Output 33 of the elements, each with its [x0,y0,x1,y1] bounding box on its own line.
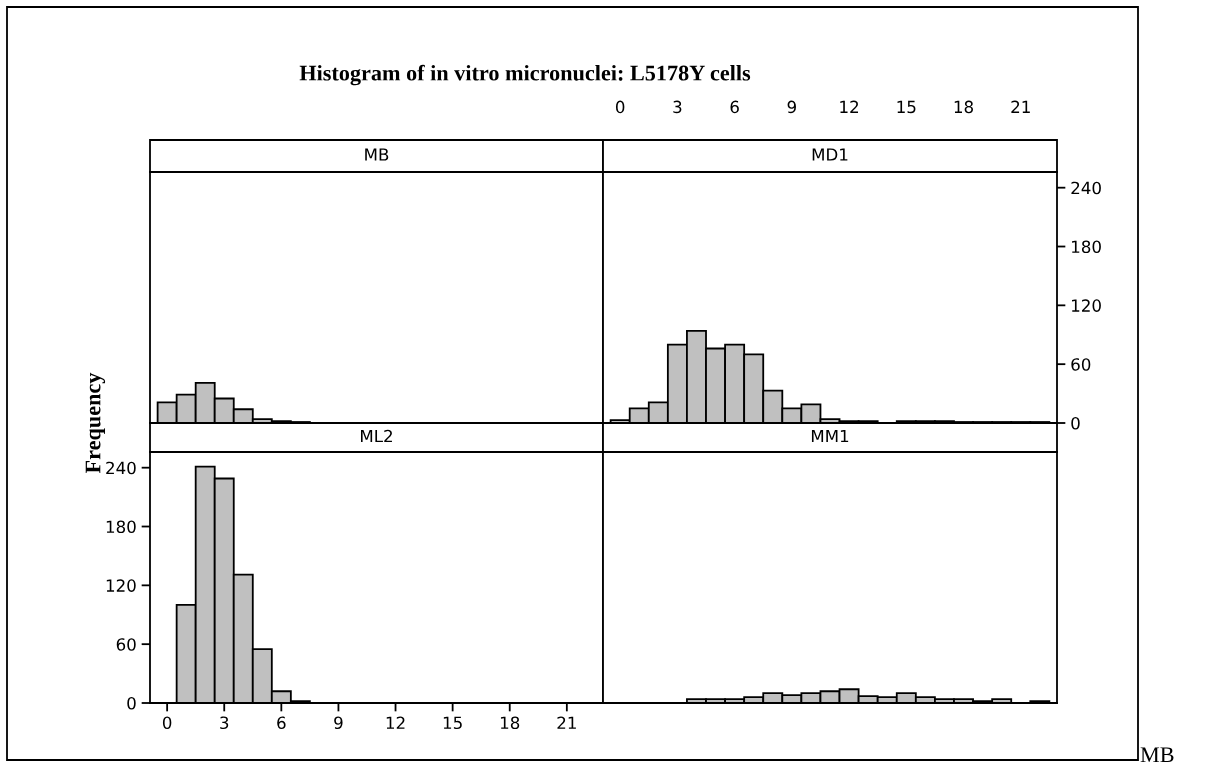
x-tick-label: 6 [730,100,739,114]
x-tick-label: 15 [897,100,916,114]
x-tick-label: 0 [615,100,625,114]
x-tick-label: 15 [443,716,462,730]
chart-subtitle: ML2 [361,429,392,443]
x-tick-label: 12 [386,716,405,729]
y-tick-label: 60 [116,638,136,651]
x-tick-label: 3 [220,716,229,730]
chart-subtitle: MM1 [811,429,849,443]
x-tick-label: 9 [787,100,796,114]
x-tick-label: 21 [1011,100,1030,113]
text: MB [1140,747,1174,763]
x-tick-label: 0 [162,716,172,730]
y-tick-label: 240 [1071,181,1101,195]
y-tick-label: 120 [1072,299,1101,312]
y-axis-title: Frequency [85,372,106,474]
chart-subtitle: MB [365,148,389,161]
x-tick-label: 9 [334,716,343,730]
y-tick-label: 120 [106,579,136,592]
x-tick-label: 18 [954,100,973,114]
x-tick-label: 21 [557,716,576,729]
x-tick-label: 6 [277,716,286,730]
y-tick-label: 0 [1071,416,1080,430]
x-tick-label: 12 [840,100,859,113]
chart-subtitle: MD1 [812,148,848,161]
x-tick-label: 3 [673,100,682,114]
y-tick-label: 180 [1072,240,1101,254]
y-tick-label: 60 [1071,358,1091,371]
x-tick-label: 18 [500,716,520,730]
y-tick-label: 240 [106,461,136,475]
chart-title: Histogram of in vitro micronuclei: L5178Y cells [299,64,751,86]
y-tick-label: 0 [127,696,136,710]
y-tick-label: 180 [106,520,136,534]
